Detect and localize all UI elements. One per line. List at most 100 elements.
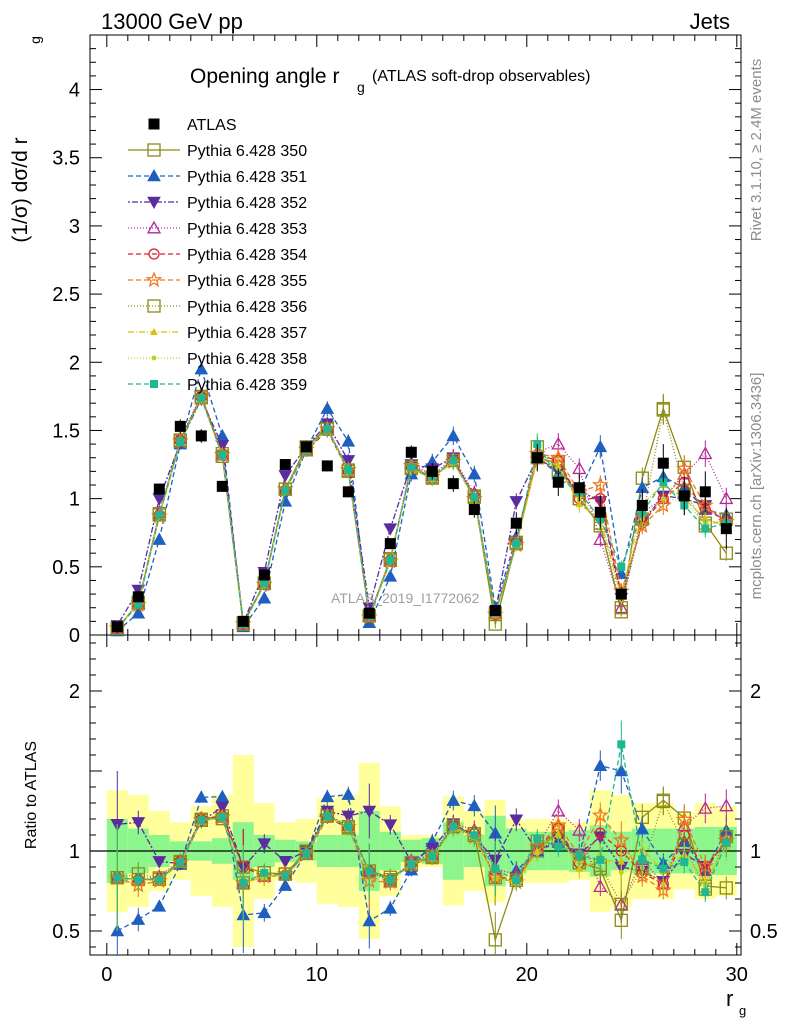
legend-label-data: ATLAS	[187, 117, 237, 134]
series-9-ratio-point-15	[428, 852, 437, 861]
legend-marker-7	[150, 327, 158, 335]
data-point-6	[237, 615, 249, 627]
series-5-ratio-point-26	[654, 881, 672, 898]
series-1-ratio-point-5	[215, 789, 230, 802]
series-9-ratio-point-25	[638, 855, 647, 864]
series-6-ratio-point-24	[614, 897, 628, 911]
ratio-frame	[89, 634, 742, 956]
series-9-ratio-point-16	[449, 822, 458, 831]
series-9-point-7	[260, 579, 269, 588]
data-point-10	[321, 460, 333, 472]
data-point-8	[279, 459, 291, 471]
series-9-ratio-point-2	[155, 875, 164, 884]
data-series	[108, 362, 735, 955]
series-1-point-10	[320, 401, 335, 414]
svg-text:Rivet 3.1.10, ≥ 2.4M events: Rivet 3.1.10, ≥ 2.4M events	[748, 59, 765, 242]
series-3-ratio-point-22	[572, 822, 587, 836]
data-point-16	[447, 478, 459, 490]
y-tick-label-2: 1	[69, 489, 80, 511]
svg-text:(1/σ) dσ/d r: (1/σ) dσ/d r	[9, 137, 32, 242]
series-9-point-14	[407, 463, 416, 472]
legend-label-0: Pythia 6.428 350	[187, 143, 307, 160]
data-point-25	[636, 499, 648, 511]
legend-entry-4: Pythia 6.428 354	[128, 247, 307, 264]
series-8-ratio-point-24	[618, 869, 624, 875]
data-point-22	[573, 482, 585, 494]
legend-marker-data	[148, 118, 160, 130]
y-tick-label-5: 2.5	[52, 284, 80, 306]
data-point-11	[342, 486, 354, 498]
data-point-0	[111, 621, 123, 633]
series-9-ratio-point-18	[491, 864, 500, 873]
series-9-ratio-point-9	[302, 849, 311, 858]
legend-entry-3: Pythia 6.428 353	[128, 220, 307, 238]
svg-text:Ratio to ATLAS: Ratio to ATLAS	[23, 741, 40, 849]
series-ratio-line-9	[117, 744, 727, 894]
series-9-ratio-point-3	[176, 858, 185, 867]
ratio-y-tick-label-right-2: 2	[750, 681, 761, 703]
series-9-ratio-point-27	[680, 857, 689, 866]
legend-label-9: Pythia 6.428 359	[187, 377, 307, 394]
y-tick-label-0: 0	[69, 625, 80, 647]
series-0-ratio-point-18	[488, 933, 502, 947]
series-2-point-11	[341, 455, 356, 468]
series-3-point-24	[614, 600, 629, 614]
series-line-9	[116, 396, 727, 629]
series-9-point-8	[281, 486, 290, 495]
series-9-point-19	[512, 539, 521, 548]
series-2-point-19	[509, 496, 524, 509]
x-axis-label-subscript: g	[739, 1003, 746, 1018]
series-2-ratio-point-7	[257, 838, 272, 851]
legend-entry-7: Pythia 6.428 357	[128, 325, 307, 342]
x-tick-label-10: 10	[306, 964, 328, 986]
data-point-19	[510, 517, 522, 529]
series-1-point-7	[257, 591, 272, 604]
series-1-ratio-point-25	[635, 822, 650, 835]
series-1-ratio-point-4	[194, 790, 209, 803]
series-9-ratio-point-14	[407, 860, 416, 869]
series-9-ratio-point-28	[701, 888, 710, 897]
data-point-18	[489, 604, 501, 616]
chart-title-paren: (ATLAS soft-drop observables)	[372, 68, 590, 85]
data-point-1	[132, 591, 144, 603]
data-point-9	[300, 441, 312, 453]
svg-text:g: g	[27, 36, 43, 44]
legend-entry-2: Pythia 6.428 352	[128, 195, 307, 212]
data-point-28	[699, 486, 711, 498]
header-right: Jets	[690, 9, 730, 34]
series-9-point-11	[344, 466, 353, 474]
series-1-point-23	[593, 439, 608, 453]
series-6-point-13	[383, 553, 397, 567]
y-tick-label-8: 4	[69, 80, 80, 102]
series-9-ratio-point-22	[575, 851, 584, 860]
data-point-14	[405, 446, 417, 458]
series-9-point-28	[701, 524, 710, 533]
legend-label-2: Pythia 6.428 352	[187, 195, 307, 212]
axes: 0 10 20 30 0 0.5 1 1.5 2 2.5 3 3.5 4 0.5 0.5 1 1 2 2	[52, 34, 778, 986]
legend-label-5: Pythia 6.428 355	[187, 273, 307, 290]
data-point-17	[468, 504, 480, 516]
series-1-ratio-point-16	[446, 793, 461, 806]
data-point-12	[363, 607, 375, 619]
series-6-ratio-point-26	[656, 794, 670, 809]
legend-marker-8	[151, 355, 157, 361]
legend-entry-9: Pythia 6.428 359	[128, 377, 307, 394]
ratio-y-axis-label: Ratio to ATLAS	[23, 741, 40, 849]
series-6-point-2	[152, 506, 166, 521]
series-9-point-4	[197, 393, 206, 402]
series-1-ratio-point-8	[278, 878, 293, 891]
legend-entry-1: Pythia 6.428 351	[128, 168, 307, 186]
x-tick-label-30: 30	[726, 964, 748, 986]
legend-entry-0: Pythia 6.428 350	[128, 143, 307, 160]
data-point-3	[174, 420, 186, 432]
series-9-ratio-point-4	[197, 816, 206, 825]
ratio-y-tick-label-right-1: 1	[750, 841, 761, 863]
series-3-point-23	[593, 532, 608, 545]
ratio-y-tick-label-0: 0.5	[52, 921, 80, 943]
series-2-ratio-point-1	[131, 817, 146, 830]
data-point-4	[195, 430, 207, 442]
y-axis-label-subscript: g	[27, 36, 43, 44]
x-tick-label-20: 20	[516, 964, 538, 986]
series-9-ratio-point-29	[722, 838, 731, 847]
series-9-ratio-point-13	[386, 875, 395, 884]
